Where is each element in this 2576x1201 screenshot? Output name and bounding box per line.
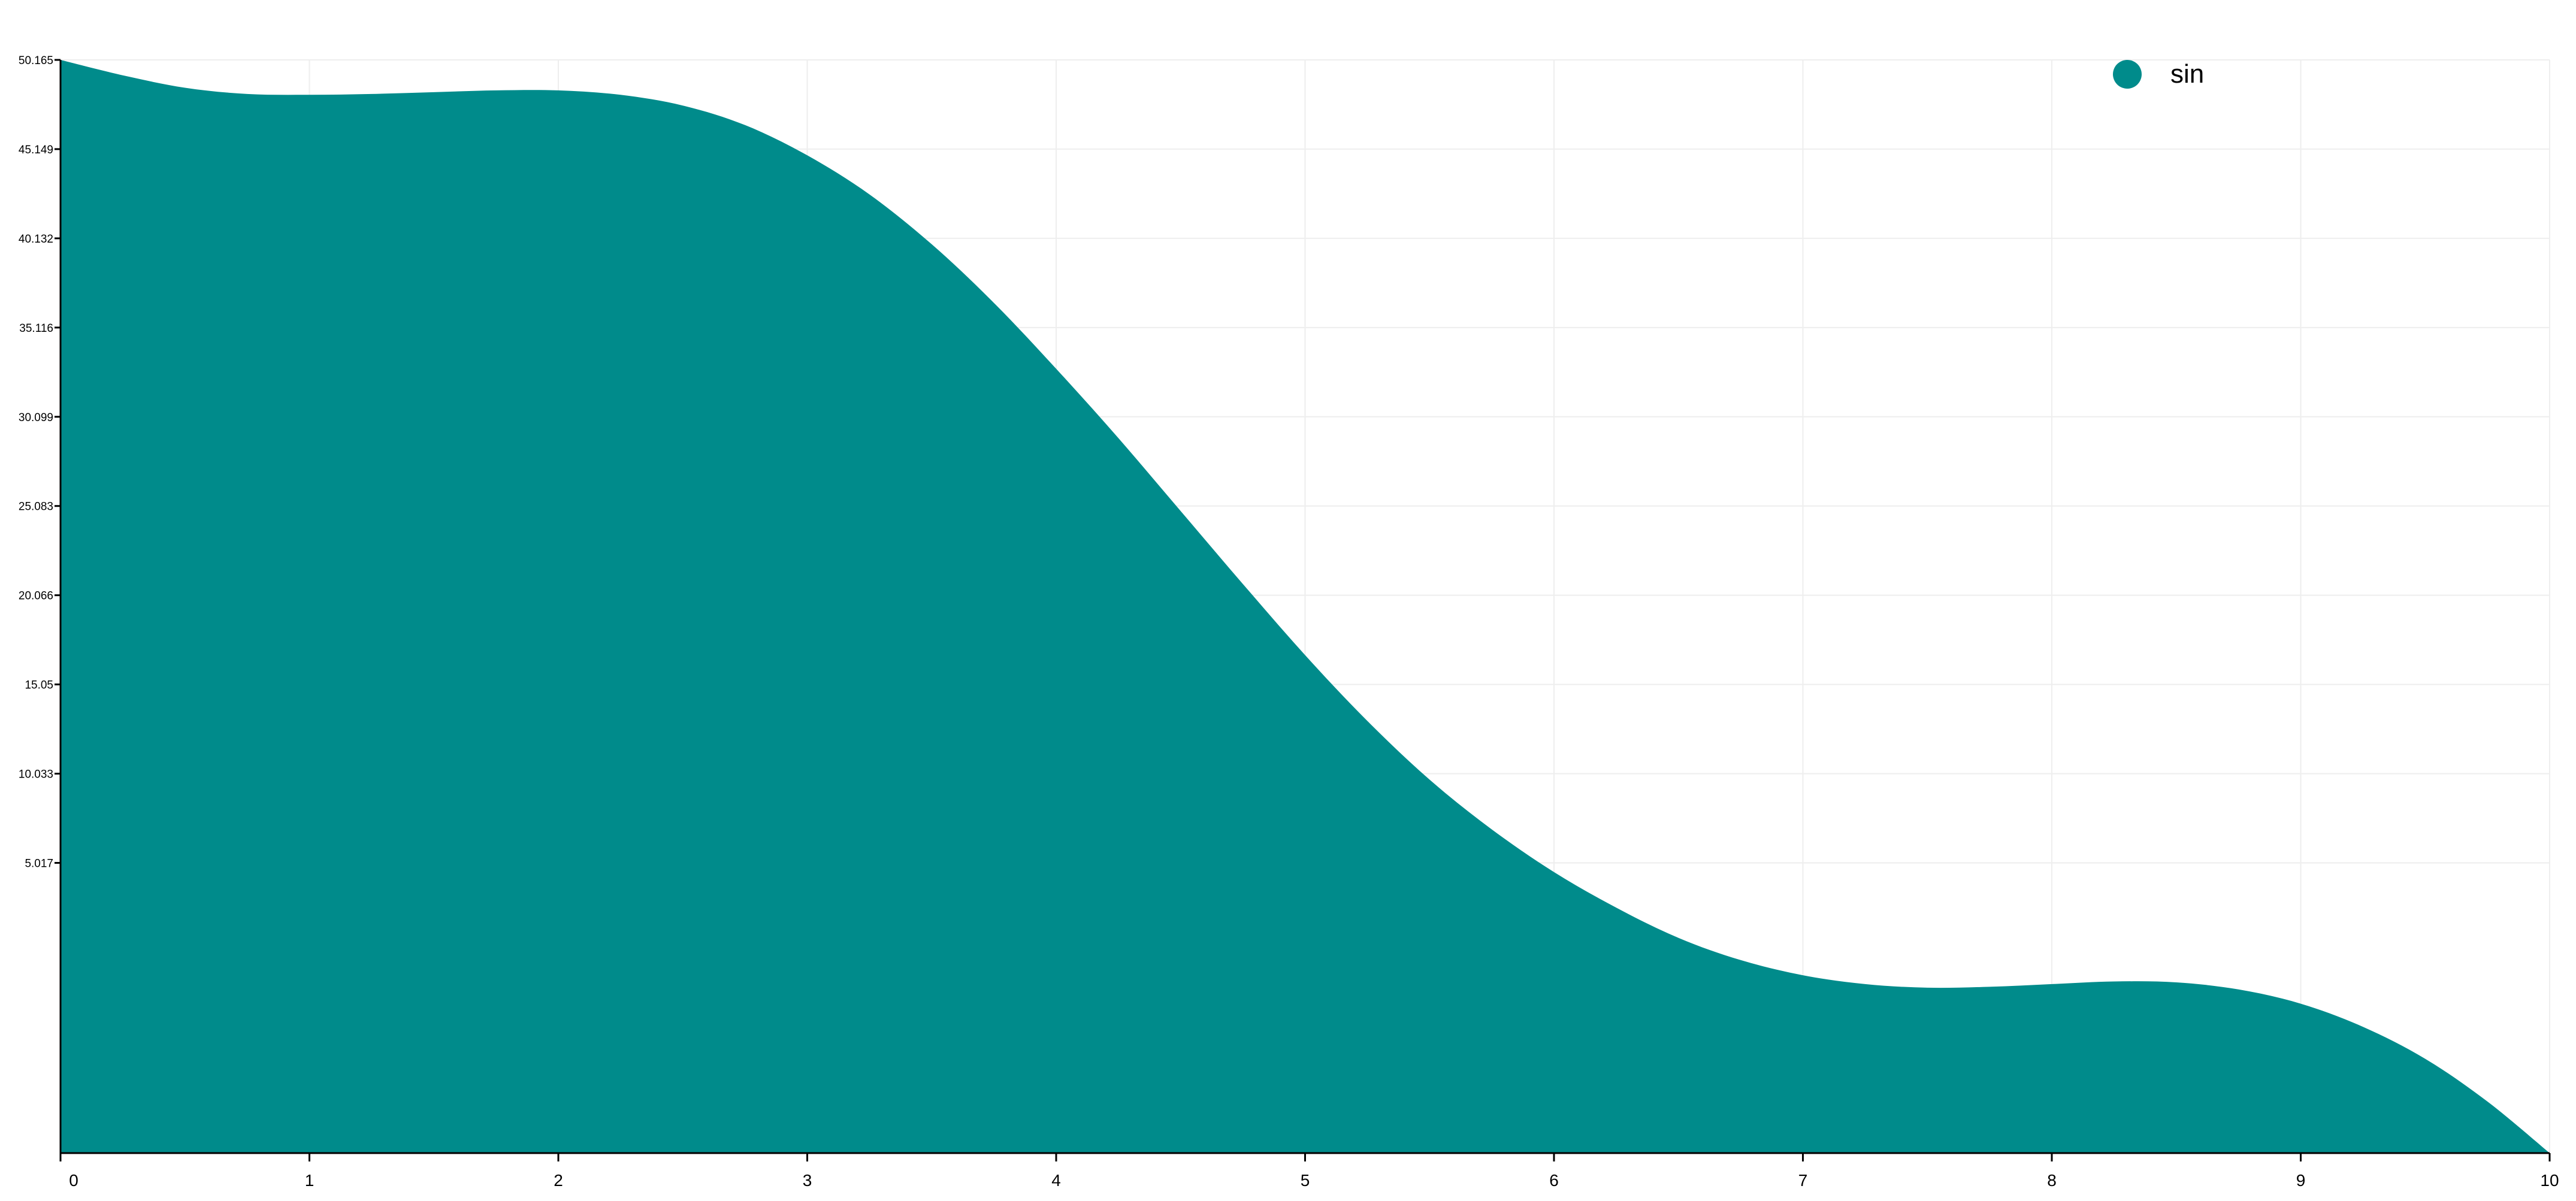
x-tick-label: 9 xyxy=(2296,1171,2306,1190)
legend: sin xyxy=(2113,59,2204,89)
legend-marker-sin xyxy=(2113,60,2142,89)
area-series-sin xyxy=(61,60,2550,1153)
x-tick-label: 7 xyxy=(1798,1171,1808,1190)
x-tick-label: 2 xyxy=(554,1171,563,1190)
y-tick-label: 15.05 xyxy=(25,679,53,692)
y-tick-label: 50.165 xyxy=(19,55,53,67)
y-tick-label: 35.116 xyxy=(19,322,53,335)
x-tick-label: 5 xyxy=(1301,1171,1310,1190)
grid-lines xyxy=(60,59,2550,1153)
x-tick-label: 1 xyxy=(305,1171,315,1190)
y-tick-label: 25.083 xyxy=(19,501,53,513)
axes: 0 1 2 3 4 5 6 7 8 9 10 50.165 45.149 40.132 35.116 30.0… xyxy=(19,55,2559,1190)
y-tick-label: 40.132 xyxy=(19,233,53,246)
y-tick-label: 5.017 xyxy=(25,858,53,870)
x-tick-label: 3 xyxy=(803,1171,812,1190)
area-series-layer xyxy=(61,60,2550,1153)
y-tick-label: 10.033 xyxy=(19,769,53,781)
y-tick-label: 45.149 xyxy=(19,144,53,156)
x-tick-label: 4 xyxy=(1051,1171,1061,1190)
x-tick-label: 0 xyxy=(69,1171,78,1190)
x-tick-label: 6 xyxy=(1549,1171,1559,1190)
y-tick-label: 30.099 xyxy=(19,412,53,424)
x-tick-label: 10 xyxy=(2540,1171,2559,1190)
x-tick-label: 8 xyxy=(2047,1171,2057,1190)
legend-label-sin: sin xyxy=(2170,59,2204,89)
y-tick-label: 20.066 xyxy=(19,590,53,603)
